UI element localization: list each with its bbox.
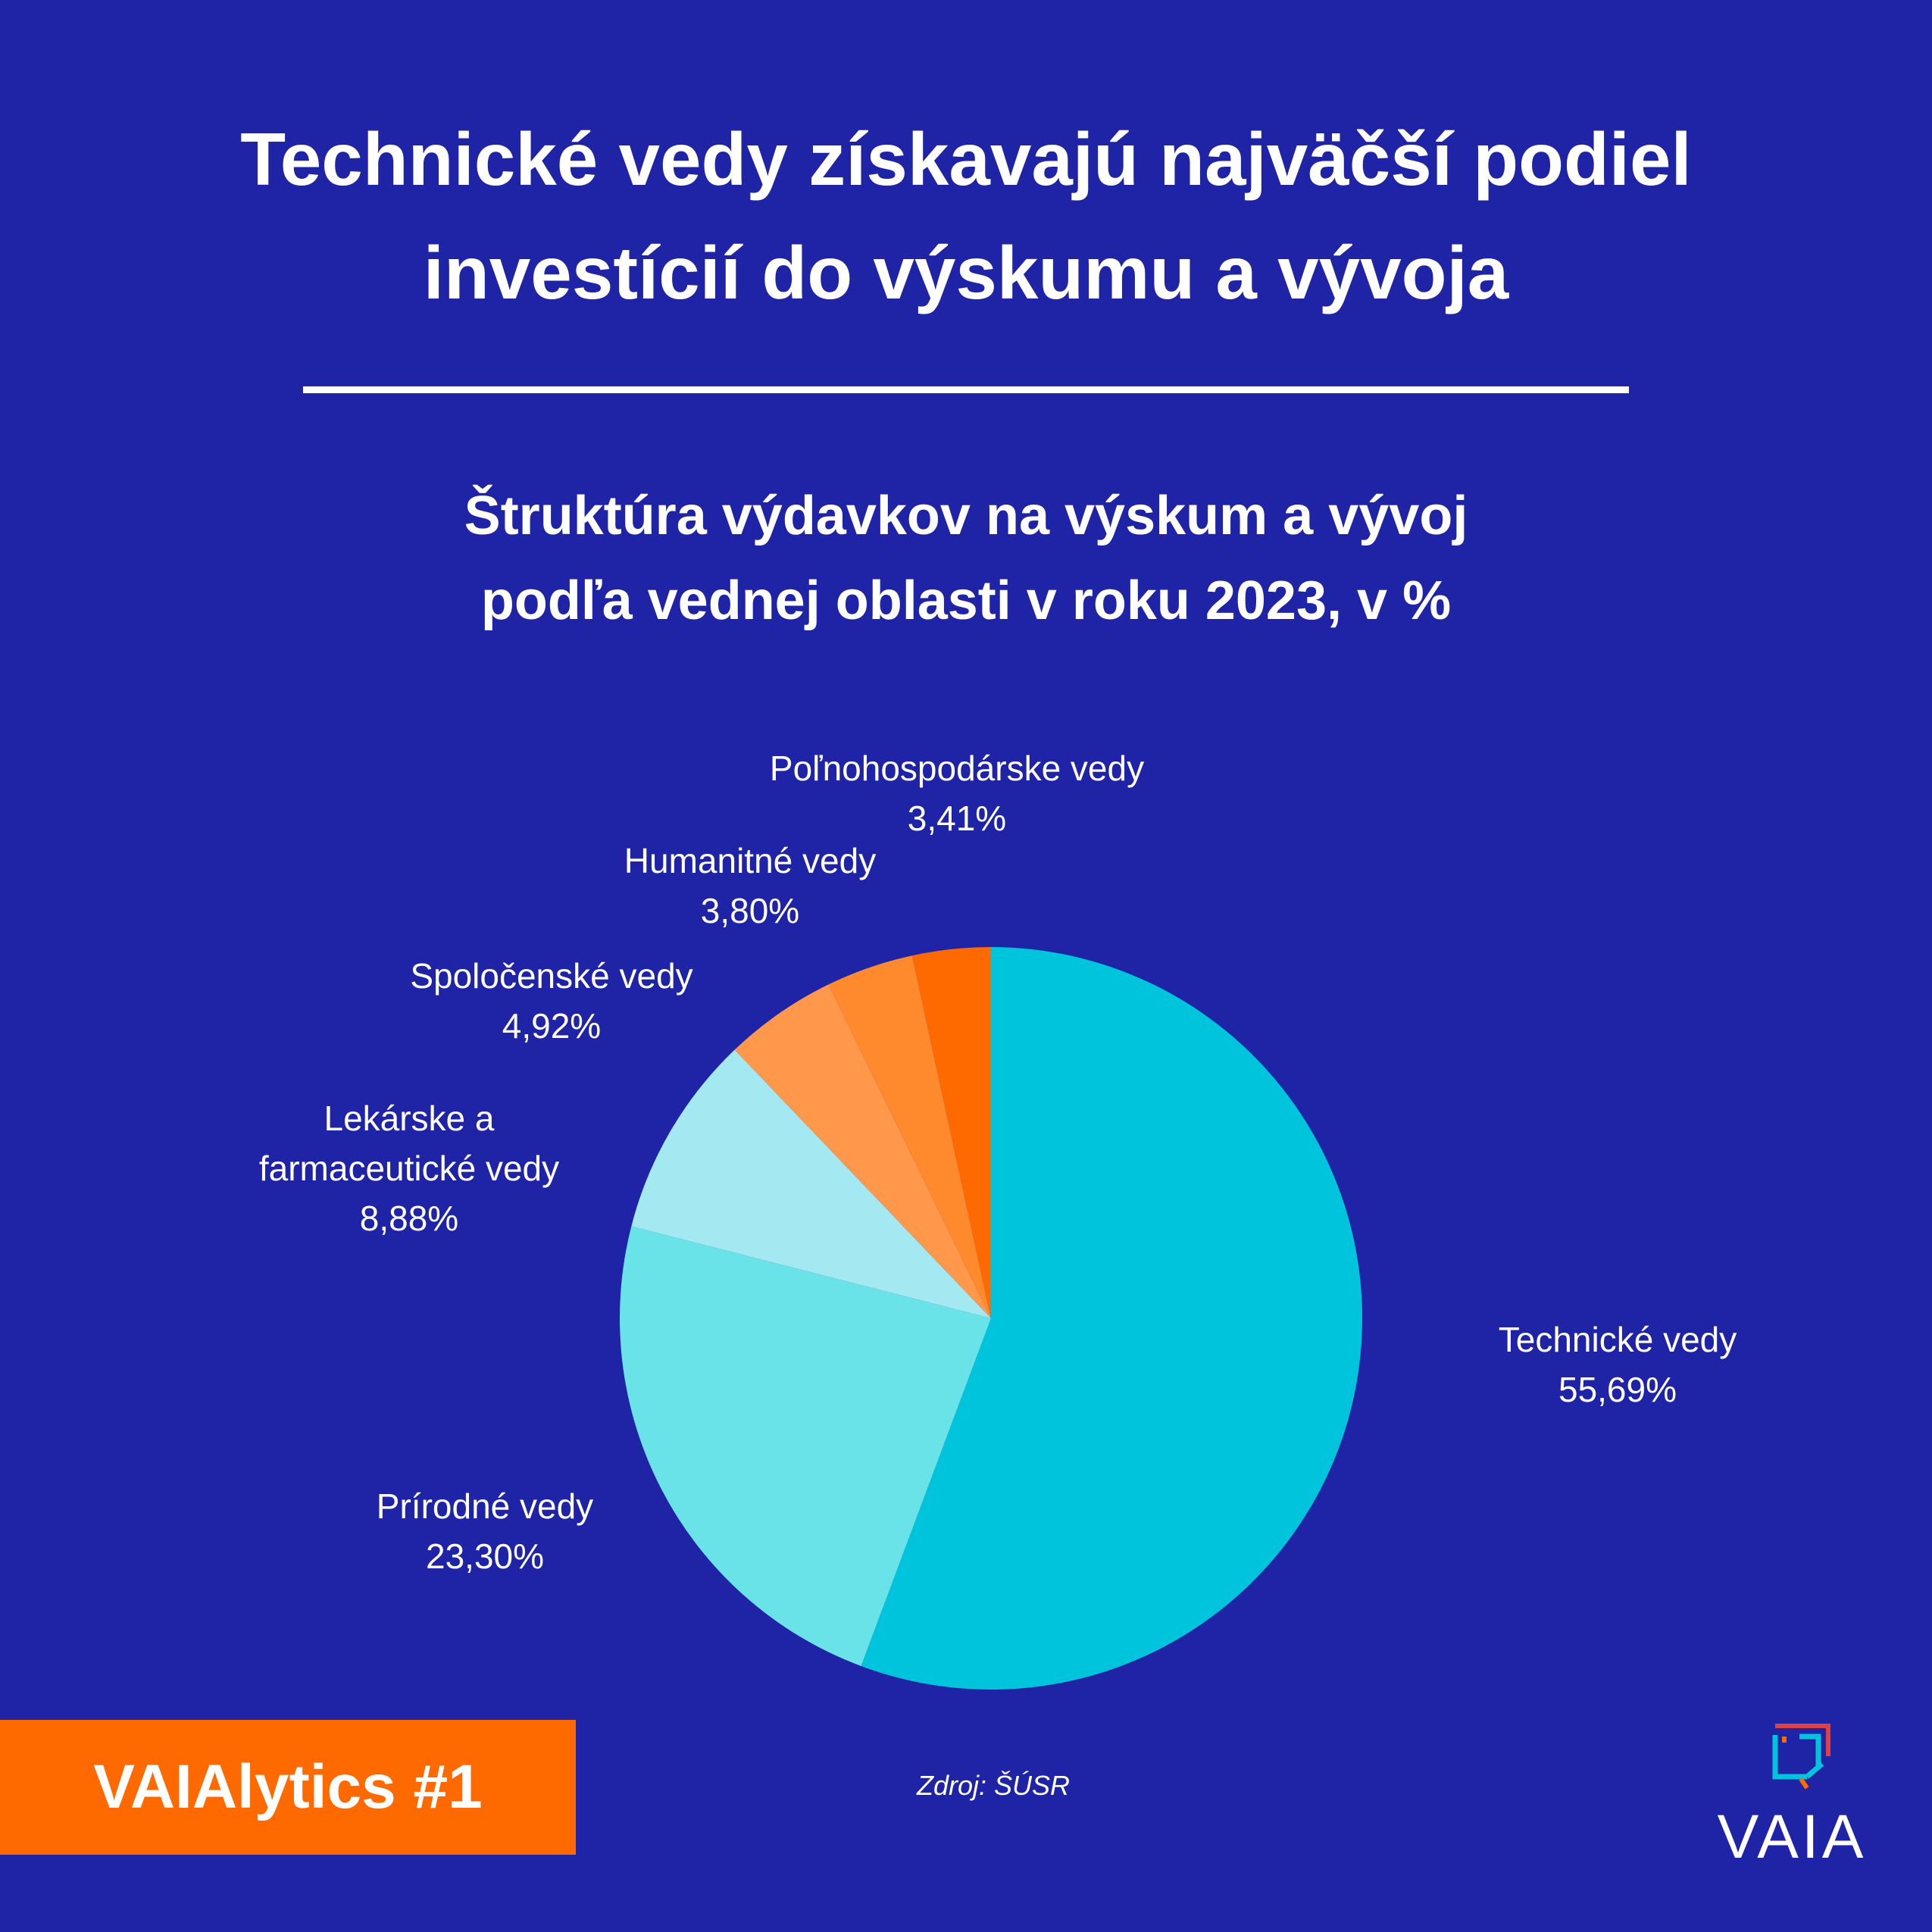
slice-label-value: 3,80%: [700, 891, 800, 930]
slice-label-humanitne: Humanitné vedy 3,80%: [624, 836, 876, 936]
slice-label-value: 23,30%: [425, 1537, 545, 1576]
series-badge: VAIAlytics #1: [0, 1720, 576, 1855]
vaia-logo-text: VAIA: [1717, 1802, 1867, 1871]
pie-slice-1: [620, 1226, 991, 1667]
title-divider: [303, 386, 1629, 393]
chart-title: Štruktúra výdavkov na výskum a vývoj pod…: [208, 474, 1724, 643]
headline-line-2: investícií do výskumu a vývoja: [423, 231, 1509, 314]
chart-title-line-1: Štruktúra výdavkov na výskum a vývoj: [464, 486, 1468, 546]
slice-label-value: 4,92%: [502, 1006, 602, 1046]
source-note: Zdroj: ŠÚSR: [917, 1770, 1071, 1801]
pie-slice-2: [631, 1049, 991, 1318]
slice-label-name: Humanitné vedy: [624, 841, 877, 880]
slice-label-name: Technické vedy: [1498, 1320, 1737, 1359]
headline-line-1: Technické vedy získavajú najväčší podiel: [240, 117, 1692, 201]
slice-label-name: Spoločenské vedy: [410, 956, 693, 996]
slice-label-technicke: Technické vedy 55,69%: [1499, 1315, 1737, 1415]
vaia-logo-icon: [1772, 1724, 1830, 1790]
slice-label-name: farmaceutické vedy: [258, 1149, 560, 1188]
slice-label-name: Prírodné vedy: [376, 1487, 594, 1526]
slice-label-spolocenske: Spoločenské vedy 4,92%: [410, 951, 692, 1051]
pie-slice-3: [734, 984, 991, 1318]
pie-slice-4: [828, 955, 991, 1318]
slice-label-value: 55,69%: [1558, 1370, 1677, 1409]
series-badge-text: VAIAlytics #1: [93, 1752, 483, 1821]
slice-label-name: Lekárske a: [324, 1099, 495, 1138]
slice-label-prirodne: Prírodné vedy 23,30%: [377, 1481, 593, 1581]
slice-label-lekarske: Lekárske a farmaceutické vedy 8,88%: [259, 1093, 559, 1243]
pie-slice-5: [911, 947, 991, 1318]
headline: Technické vedy získavajú najväčší podiel…: [133, 102, 1799, 330]
chart-title-line-2: podľa vednej oblasti v roku 2023, v %: [480, 571, 1452, 631]
slice-label-polnohospodarske: Poľnohospodárske vedy 3,41%: [770, 743, 1144, 843]
slice-label-name: Poľnohospodárske vedy: [769, 749, 1145, 788]
pie-slice-0: [861, 947, 1363, 1690]
slice-label-value: 3,41%: [907, 799, 1007, 838]
slice-label-value: 8,88%: [359, 1199, 459, 1238]
